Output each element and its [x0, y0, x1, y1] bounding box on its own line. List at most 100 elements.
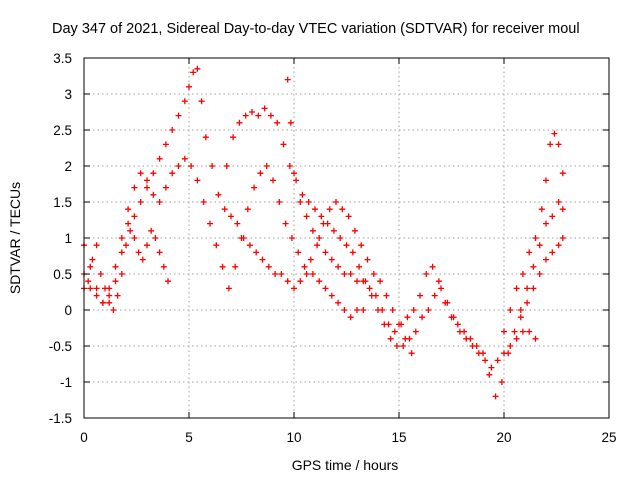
data-point	[299, 191, 306, 198]
data-point	[379, 307, 386, 313]
data-point	[555, 199, 562, 205]
data-point	[530, 263, 537, 270]
data-point	[517, 307, 524, 313]
data-point	[501, 328, 507, 335]
data-point	[251, 184, 258, 191]
data-point	[438, 285, 444, 292]
data-point	[330, 227, 337, 234]
data-point	[127, 227, 134, 234]
data-point	[347, 314, 354, 321]
data-point	[123, 242, 129, 249]
data-point	[287, 119, 294, 126]
data-point	[169, 127, 176, 133]
data-point	[102, 285, 108, 292]
data-point	[194, 177, 201, 184]
data-point	[377, 278, 384, 285]
data-point	[356, 263, 363, 270]
y-tick-label: 0.5	[53, 267, 72, 282]
data-point	[144, 177, 150, 184]
data-point	[276, 199, 283, 205]
data-point	[257, 170, 264, 177]
data-point	[284, 76, 291, 83]
data-point	[209, 163, 216, 169]
data-point	[242, 112, 249, 119]
data-point	[181, 155, 188, 162]
data-point	[519, 328, 526, 335]
data-point	[87, 263, 94, 270]
data-point	[519, 271, 526, 277]
data-point	[259, 256, 266, 263]
data-point	[360, 278, 367, 285]
data-point	[131, 235, 138, 241]
data-point	[278, 271, 285, 277]
data-point	[547, 141, 554, 148]
y-tick-label: -1	[60, 375, 72, 390]
data-point	[309, 271, 316, 277]
data-point	[347, 271, 354, 277]
data-point	[118, 249, 125, 256]
data-point	[246, 242, 253, 249]
data-point	[473, 343, 480, 349]
data-point	[131, 213, 138, 220]
axis-ticks: 0 5 10 15 20 25 -1.5 -1 -0.5 0 0.5 1 1.5 2 2.5 3 3.5	[49, 51, 617, 445]
data-point	[393, 343, 400, 349]
data-point	[517, 314, 524, 321]
data-point	[137, 170, 144, 177]
y-tick-label: -1.5	[49, 411, 72, 426]
data-point	[488, 364, 495, 371]
data-point	[511, 328, 518, 335]
data-point	[419, 314, 426, 321]
x-tick-label: 0	[80, 430, 88, 445]
data-point	[219, 263, 226, 270]
data-point	[532, 335, 539, 342]
data-point	[559, 235, 566, 241]
data-point	[507, 307, 514, 313]
data-point	[345, 213, 352, 220]
data-point	[148, 227, 155, 234]
data-point	[267, 112, 274, 119]
data-point	[135, 249, 142, 256]
data-point	[255, 112, 262, 119]
data-point	[526, 249, 533, 256]
data-point	[341, 271, 348, 277]
data-point	[454, 321, 461, 328]
data-point	[263, 163, 270, 169]
data-point	[125, 220, 132, 227]
data-point	[272, 271, 279, 277]
series-track-5	[501, 130, 566, 335]
data-point	[291, 285, 297, 292]
data-point	[354, 307, 360, 313]
data-points	[81, 65, 566, 400]
y-axis-label: SDTVAR / TECUs	[7, 182, 23, 294]
data-point	[244, 206, 251, 213]
data-point	[341, 307, 348, 313]
data-point	[555, 141, 562, 148]
data-point	[431, 292, 438, 299]
data-point	[156, 155, 163, 162]
y-tick-label: 2	[64, 159, 72, 174]
data-point	[448, 314, 455, 321]
data-point	[249, 109, 255, 115]
data-point	[383, 292, 390, 299]
data-point	[162, 141, 169, 148]
data-point	[288, 235, 295, 241]
data-point	[181, 98, 188, 105]
chart-title: Day 347 of 2021, Sidereal Day-to-day VTE…	[52, 21, 580, 37]
data-point	[156, 249, 163, 256]
data-point	[89, 256, 96, 263]
data-point	[188, 163, 195, 169]
y-tick-label: 0	[64, 303, 72, 318]
data-point	[139, 256, 146, 263]
data-point	[351, 227, 358, 234]
data-point	[385, 321, 392, 328]
data-point	[225, 285, 232, 292]
data-point	[150, 191, 157, 198]
data-point	[412, 328, 419, 335]
data-point	[202, 134, 209, 141]
data-point	[551, 130, 558, 137]
data-point	[175, 163, 182, 169]
data-point	[284, 278, 291, 285]
data-point	[307, 256, 314, 263]
data-point	[131, 184, 138, 191]
data-point	[190, 69, 197, 76]
